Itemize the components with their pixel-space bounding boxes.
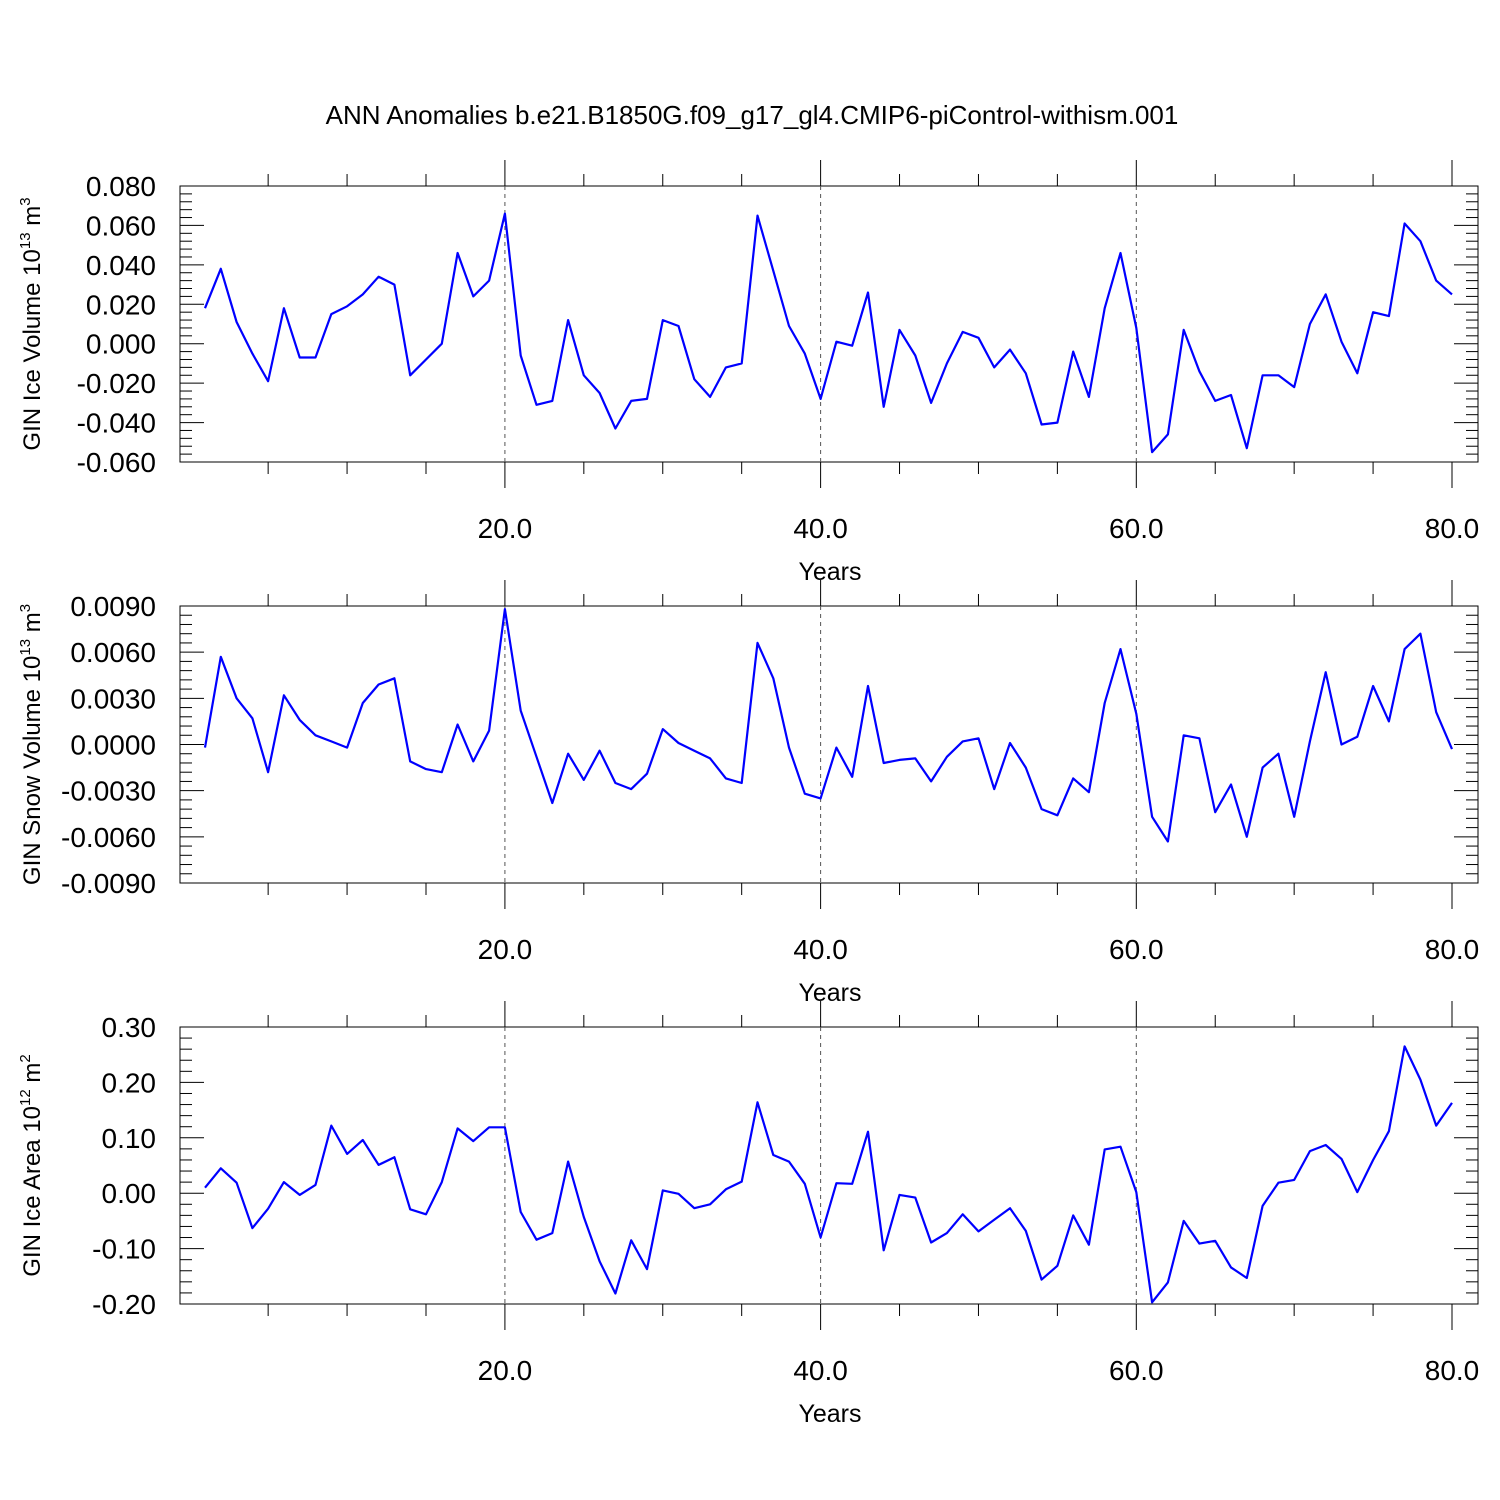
- y-tick-label: 0.20: [102, 1067, 157, 1098]
- x-tick-label: 40.0: [793, 934, 848, 965]
- y-tick-label: 0.020: [86, 289, 156, 320]
- x-tick-label: 20.0: [478, 934, 533, 965]
- x-tick-label: 20.0: [478, 1355, 533, 1386]
- x-tick-label: 80.0: [1425, 1355, 1480, 1386]
- y-tick-label: 0.060: [86, 210, 156, 241]
- y-tick-label: 0.080: [86, 171, 156, 202]
- y-tick-label: 0.30: [102, 1012, 157, 1043]
- x-axis-label: Years: [798, 558, 861, 586]
- y-tick-label: -0.040: [77, 408, 156, 439]
- series-line-1: [203, 607, 1454, 843]
- y-axis-label: GIN Ice Volume 1013 m3: [17, 197, 46, 450]
- chart-title: ANN Anomalies b.e21.B1850G.f09_g17_gl4.C…: [326, 100, 1179, 130]
- x-tick-label: 40.0: [793, 1355, 848, 1386]
- x-tick-label: 60.0: [1109, 513, 1164, 544]
- y-tick-label: -0.0030: [61, 776, 156, 807]
- series-line-1: [203, 212, 1453, 454]
- plot-frame: [179, 185, 1479, 463]
- x-tick-label: 80.0: [1425, 934, 1480, 965]
- y-tick-label: 0.0000: [70, 730, 156, 761]
- y-tick-label: 0.10: [102, 1123, 157, 1154]
- chart-panels: 20.0 40.0 60.0 80.0 Years -0.060 -0.040 -0.020 0…: [17, 160, 1479, 1428]
- x-tick-label: 60.0: [1109, 934, 1164, 965]
- y-tick-label: -0.060: [77, 447, 156, 478]
- x-tick-label: 80.0: [1425, 513, 1480, 544]
- x-tick-label: 40.0: [793, 513, 848, 544]
- chart-panel-1: 20.0 40.0 60.0 80.0 Years -0.060 -0.040 -0.020 0…: [17, 160, 1479, 586]
- chart-panel-3: 20.0 40.0 60.0 80.0 Years -0.20 -0.10 0.00 0.10 0…: [17, 1001, 1479, 1428]
- y-tick-label: 0.000: [86, 329, 156, 360]
- plot-frame: [179, 1026, 1479, 1305]
- y-tick-label: -0.020: [77, 368, 156, 399]
- x-axis-label: Years: [798, 979, 861, 1007]
- y-axis-label: GIN Ice Area 1012 m2: [17, 1054, 46, 1276]
- y-tick-label: -0.20: [92, 1289, 156, 1320]
- y-tick-label: -0.0060: [61, 822, 156, 853]
- chart-panel-2: 20.0 40.0 60.0 80.0 Years -0.0090 -0.0060 -0.00…: [17, 580, 1479, 1007]
- series-line-1: [204, 1045, 1453, 1304]
- y-tick-label: 0.040: [86, 250, 156, 281]
- y-tick-label: 0.0030: [70, 683, 156, 714]
- plot-frame: [179, 605, 1479, 884]
- y-tick-label: 0.0090: [70, 591, 156, 622]
- x-tick-label: 60.0: [1109, 1355, 1164, 1386]
- y-tick-label: 0.00: [102, 1178, 157, 1209]
- y-tick-label: -0.10: [92, 1234, 156, 1265]
- y-axis-label: GIN Snow Volume 1013 m3: [17, 604, 46, 885]
- y-tick-label: -0.0090: [61, 868, 156, 899]
- x-axis-label: Years: [798, 1400, 861, 1428]
- y-tick-label: 0.0060: [70, 637, 156, 668]
- x-tick-label: 20.0: [478, 513, 533, 544]
